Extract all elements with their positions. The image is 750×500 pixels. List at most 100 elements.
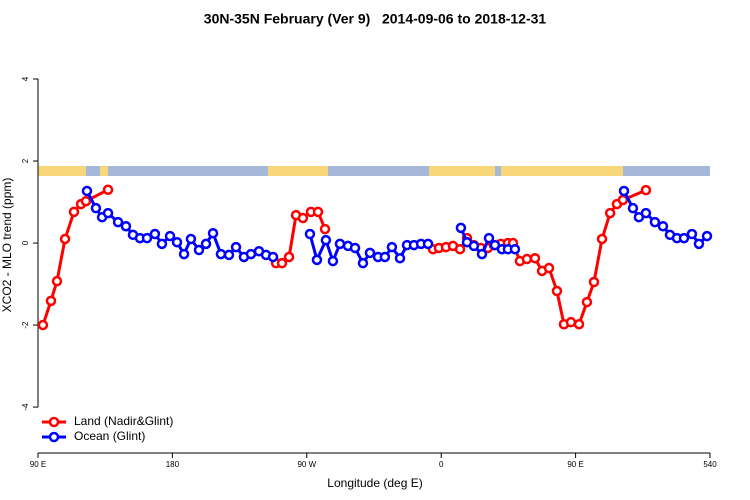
data-point (81, 185, 93, 197)
plot-area: -4 -2 0 2 4 90 E 180 90 W 0 90 E 540 Land (Nadir&Gl… (21, 76, 717, 469)
y-tick-label: -2 (21, 321, 30, 329)
data-point (379, 251, 391, 263)
data-point (349, 242, 361, 254)
ocean-band (38, 166, 710, 176)
data-point (297, 212, 309, 224)
x-tick-label: 0 (439, 460, 444, 469)
y-axis-label: XCO2 - MLO trend (ppm) (0, 178, 14, 313)
land-band (429, 166, 623, 176)
x-tick-label: 90 W (297, 460, 316, 469)
data-point (693, 238, 705, 250)
x-tick-label: 90 E (30, 460, 46, 469)
data-point (312, 206, 324, 218)
data-point (200, 238, 212, 250)
x-tick-label: 90 E (567, 460, 583, 469)
data-point (551, 285, 563, 297)
data-point (120, 220, 132, 232)
data-point (422, 238, 434, 250)
data-point (455, 222, 467, 234)
data-point (156, 238, 168, 250)
data-point (565, 316, 577, 328)
data-point (640, 184, 652, 196)
y-tick-label: 4 (21, 76, 30, 81)
data-point (678, 232, 690, 244)
ocean-band (495, 166, 501, 176)
data-point (334, 238, 346, 250)
legend-marker (48, 416, 60, 428)
legend-label: Land (Nadir&Glint) (74, 414, 173, 428)
data-point (394, 252, 406, 264)
data-point (185, 233, 197, 245)
data-point (59, 233, 71, 245)
x-tick-label: 540 (703, 460, 717, 469)
data-point (276, 257, 288, 269)
data-point (320, 234, 332, 246)
data-point (37, 319, 49, 331)
data-point (80, 195, 92, 207)
data-point (178, 248, 190, 260)
data-point (319, 223, 331, 235)
data-point (649, 216, 661, 228)
data-point (509, 243, 521, 255)
data-point (68, 206, 80, 218)
data-point (102, 184, 114, 195)
data-point (311, 254, 323, 266)
data-point (171, 236, 183, 248)
land-band (100, 166, 108, 176)
y-tick-label: 2 (21, 158, 30, 163)
land-ocean-strip (38, 166, 710, 176)
data-point (604, 207, 616, 219)
data-point (364, 247, 376, 259)
data-point (230, 241, 242, 253)
land-band (38, 166, 86, 176)
data-point (215, 248, 227, 260)
chart-title: 30N-35N February (Ver 9) 2014-09-06 to 2… (204, 11, 547, 27)
data-point (357, 257, 369, 269)
data-point (476, 248, 488, 260)
data-point (596, 233, 608, 245)
data-point (454, 243, 466, 255)
data-point (521, 253, 533, 265)
y-tick-label: -4 (21, 403, 30, 411)
data-point (283, 251, 295, 263)
data-point (618, 185, 630, 197)
x-axis-label: Longitude (deg E) (327, 476, 422, 490)
legend-label: Ocean (Glint) (74, 429, 145, 443)
data-point (149, 228, 161, 240)
legend: Land (Nadir&Glint)Ocean (Glint) (42, 414, 173, 443)
data-point (112, 216, 124, 228)
data-point (164, 230, 176, 242)
data-point (90, 202, 102, 214)
data-point (386, 241, 398, 253)
x-tick-label: 180 (166, 460, 180, 469)
data-point (207, 227, 219, 239)
data-point (45, 295, 57, 307)
data-point (627, 202, 639, 214)
data-point (245, 248, 257, 260)
data-point (51, 275, 63, 287)
data-point (701, 230, 713, 242)
data-point (588, 276, 600, 288)
series-line (41, 188, 647, 326)
data-point (573, 318, 585, 330)
data-point (102, 207, 114, 219)
data-point (483, 232, 495, 244)
data-point (223, 249, 235, 261)
data-point (657, 220, 669, 232)
data-point (640, 207, 652, 219)
data-point (529, 252, 541, 264)
y-tick-label: 0 (21, 240, 30, 245)
legend-marker (48, 431, 60, 443)
data-point (468, 240, 480, 252)
data-point (193, 244, 205, 256)
land-band (268, 166, 328, 176)
data-point (327, 255, 339, 267)
data-point (543, 262, 555, 274)
data-point (267, 251, 279, 263)
data-point (581, 296, 593, 308)
data-point (304, 228, 316, 240)
data-point (686, 228, 698, 240)
data-point (141, 232, 153, 244)
